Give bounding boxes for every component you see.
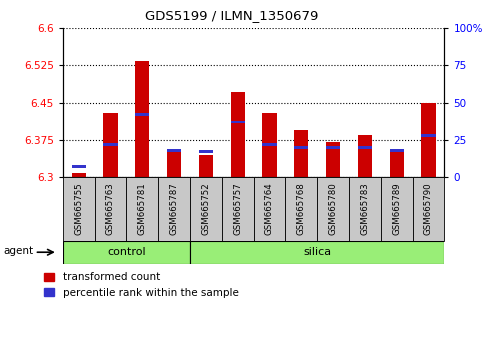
Text: GSM665789: GSM665789 [392,183,401,235]
FancyBboxPatch shape [158,177,190,241]
Text: GSM665763: GSM665763 [106,182,115,235]
Bar [421,103,436,177]
Text: GSM665780: GSM665780 [328,182,338,235]
FancyBboxPatch shape [254,177,285,241]
Bar [230,92,245,177]
Bar [421,134,436,137]
Bar [389,149,404,152]
FancyBboxPatch shape [190,177,222,241]
Bar [389,150,404,177]
FancyBboxPatch shape [222,177,254,241]
Bar [135,113,149,116]
Bar [71,165,86,168]
Bar [326,146,340,149]
FancyBboxPatch shape [317,177,349,241]
Bar [167,150,181,177]
Text: GSM665768: GSM665768 [297,182,306,235]
Text: GDS5199 / ILMN_1350679: GDS5199 / ILMN_1350679 [145,9,318,22]
FancyBboxPatch shape [95,177,127,241]
Text: silica: silica [303,247,331,257]
Legend: transformed count, percentile rank within the sample: transformed count, percentile rank withi… [44,273,239,298]
Bar [199,155,213,177]
Bar [358,146,372,149]
FancyBboxPatch shape [349,177,381,241]
Text: GSM665757: GSM665757 [233,182,242,235]
Text: agent: agent [3,246,33,256]
Bar [358,135,372,177]
Text: GSM665787: GSM665787 [170,182,179,235]
Text: GSM665783: GSM665783 [360,182,369,235]
Text: GSM665764: GSM665764 [265,182,274,235]
Bar [326,142,340,177]
FancyBboxPatch shape [412,177,444,241]
Bar [103,143,118,146]
Bar [262,143,277,146]
Bar [63,241,190,264]
FancyBboxPatch shape [285,177,317,241]
FancyBboxPatch shape [381,177,412,241]
Bar [262,113,277,177]
Bar [103,113,118,177]
Text: GSM665752: GSM665752 [201,182,211,235]
Text: GSM665781: GSM665781 [138,182,147,235]
Bar [135,61,149,177]
FancyBboxPatch shape [127,177,158,241]
Bar [230,120,245,124]
Bar [167,149,181,152]
Bar [294,130,309,177]
Text: GSM665790: GSM665790 [424,183,433,235]
FancyBboxPatch shape [63,177,95,241]
Text: GSM665755: GSM665755 [74,182,83,235]
Bar [294,146,309,149]
Bar [190,241,444,264]
Bar [199,150,213,153]
Bar [71,173,86,177]
Text: control: control [107,247,146,257]
